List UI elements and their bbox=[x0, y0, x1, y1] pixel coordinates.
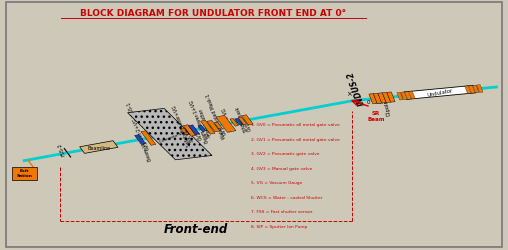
Text: SR
Beam: SR Beam bbox=[367, 111, 385, 122]
Bar bbox=[135, 135, 146, 145]
Bar bbox=[12, 167, 37, 180]
Bar bbox=[183, 125, 196, 137]
Text: FSS-2: FSS-2 bbox=[56, 142, 66, 156]
Bar bbox=[230, 119, 238, 127]
Bar bbox=[80, 141, 118, 154]
Text: 4. GV3 = Manual gate valve: 4. GV3 = Manual gate valve bbox=[251, 166, 313, 170]
Bar bbox=[198, 126, 206, 132]
Text: WCS + VG: WCS + VG bbox=[221, 106, 235, 131]
Text: INDUS-2: INDUS-2 bbox=[346, 70, 367, 106]
Bar bbox=[387, 92, 395, 103]
Text: 8. SIP = Sputter Ion Pump: 8. SIP = Sputter Ion Pump bbox=[251, 224, 308, 228]
Text: 1. GV0 = Pneumatic all metal gate valve: 1. GV0 = Pneumatic all metal gate valve bbox=[251, 122, 340, 126]
Text: 0° Port: 0° Port bbox=[367, 99, 386, 104]
Bar bbox=[216, 116, 236, 133]
Text: SIP-1: SIP-1 bbox=[240, 119, 248, 132]
Text: GV0: GV0 bbox=[245, 120, 252, 131]
Text: ×: × bbox=[346, 91, 352, 97]
Bar bbox=[188, 125, 200, 135]
Text: Fast Shutter: Fast Shutter bbox=[199, 107, 213, 135]
Bar bbox=[403, 86, 477, 100]
Text: Beam Viewer-1+VG: Beam Viewer-1+VG bbox=[189, 99, 210, 143]
Text: Safety Shutter+VG: Safety Shutter+VG bbox=[172, 104, 192, 146]
Bar bbox=[378, 94, 386, 104]
Text: BLOCK DIAGRAM FOR UNDULATOR FRONT END AT 0°: BLOCK DIAGRAM FOR UNDULATOR FRONT END AT… bbox=[80, 9, 346, 18]
Text: 7. FSS = Fast shutter sensor: 7. FSS = Fast shutter sensor bbox=[251, 210, 313, 214]
Bar bbox=[477, 85, 483, 93]
Text: Undulator: Undulator bbox=[427, 88, 453, 98]
Text: 5. VG = Vacuum Gauge: 5. VG = Vacuum Gauge bbox=[251, 180, 303, 184]
Bar bbox=[373, 94, 382, 104]
Bar bbox=[201, 121, 215, 134]
Text: GV1: GV1 bbox=[219, 124, 228, 134]
Text: Beam Viewer-2+VG+FSS-1: Beam Viewer-2+VG+FSS-1 bbox=[126, 101, 153, 161]
Bar bbox=[397, 93, 403, 101]
Text: GV3: GV3 bbox=[142, 138, 150, 150]
Bar bbox=[207, 121, 220, 132]
Bar bbox=[238, 118, 247, 125]
Bar bbox=[214, 122, 222, 129]
Text: Water-cooled Mask-1: Water-cooled Mask-1 bbox=[206, 92, 227, 139]
Bar bbox=[465, 86, 471, 94]
Bar bbox=[405, 92, 411, 100]
Bar bbox=[469, 86, 475, 94]
Polygon shape bbox=[128, 109, 212, 160]
Text: Pre-mask: Pre-mask bbox=[235, 104, 246, 126]
Text: Dipole: Dipole bbox=[384, 98, 391, 115]
Text: Beamline: Beamline bbox=[87, 145, 110, 150]
Bar bbox=[472, 86, 479, 94]
Bar bbox=[409, 92, 415, 100]
Bar bbox=[181, 128, 188, 135]
Text: 3. GV2 = Pneumatic gate valve: 3. GV2 = Pneumatic gate valve bbox=[251, 152, 320, 156]
Text: Exit
Sation: Exit Sation bbox=[16, 169, 33, 177]
Bar bbox=[235, 119, 242, 125]
Text: 2. GV1 = Pneumatic all metal gate valve: 2. GV1 = Pneumatic all metal gate valve bbox=[251, 137, 340, 141]
Text: SIP-2: SIP-2 bbox=[203, 126, 212, 138]
Bar bbox=[369, 94, 377, 104]
Text: 6. WCS = Water - cooled Shutter: 6. WCS = Water - cooled Shutter bbox=[251, 195, 323, 199]
Bar bbox=[141, 131, 156, 146]
Text: Front-end: Front-end bbox=[164, 222, 228, 235]
Bar bbox=[241, 115, 253, 126]
Bar bbox=[401, 92, 407, 100]
Text: Concrete Wall: Concrete Wall bbox=[158, 129, 188, 143]
Text: GV2: GV2 bbox=[196, 129, 204, 140]
Text: SIP-3: SIP-3 bbox=[186, 129, 195, 141]
Bar bbox=[383, 93, 391, 103]
